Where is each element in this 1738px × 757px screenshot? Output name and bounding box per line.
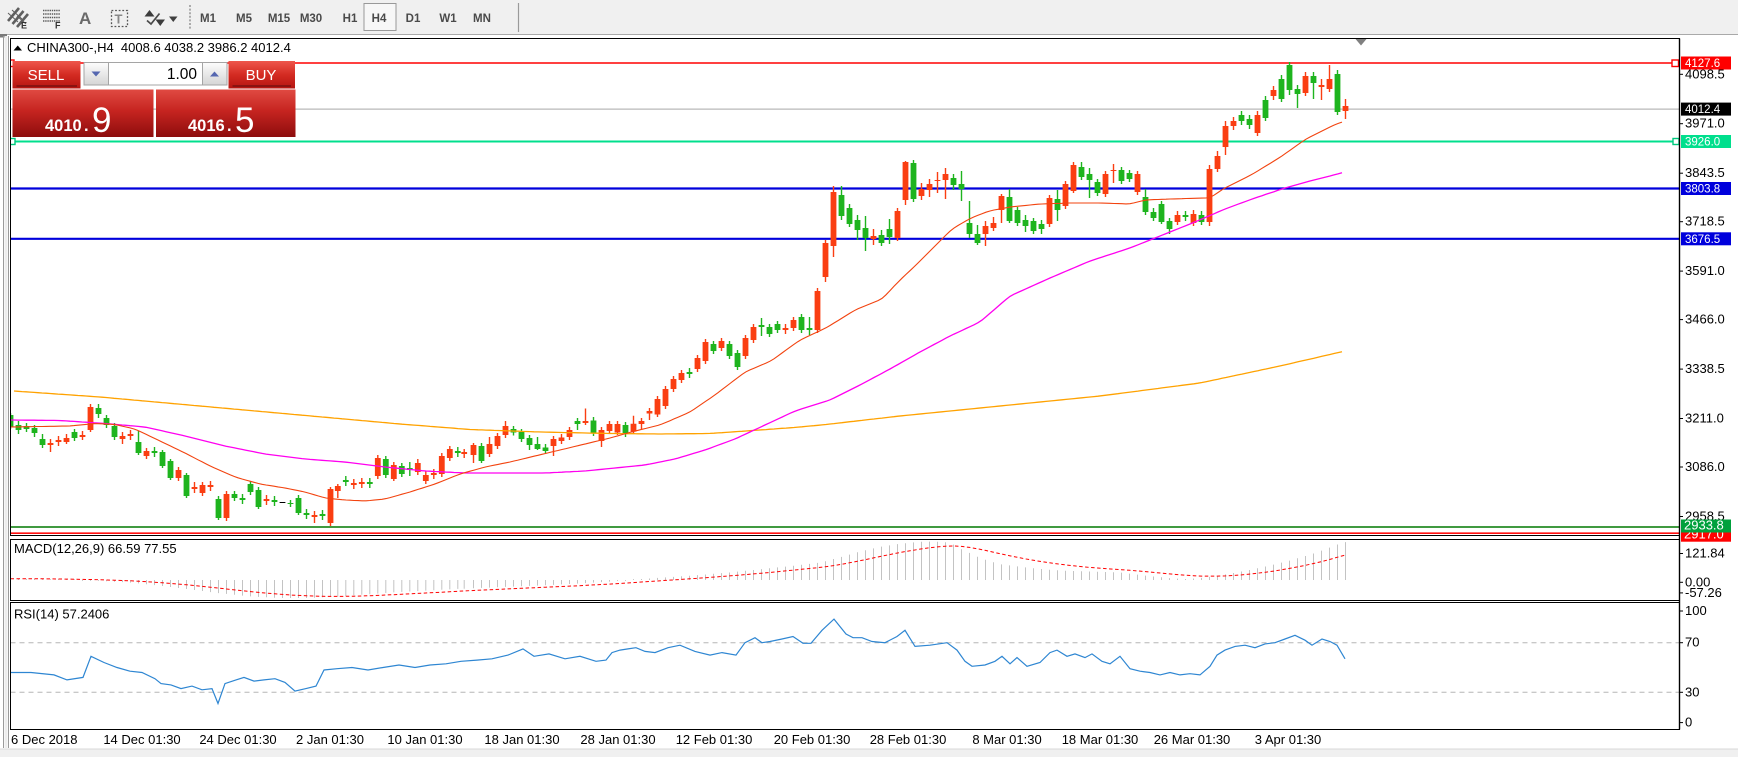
svg-text:100: 100 [1685,603,1707,618]
svg-text:3843.5: 3843.5 [1685,165,1725,180]
svg-text:1.00: 1.00 [167,66,198,83]
svg-text:18 Mar 01:30: 18 Mar 01:30 [1062,732,1139,747]
svg-text:MN: MN [473,13,491,25]
svg-text:26 Mar 01:30: 26 Mar 01:30 [1154,732,1231,747]
svg-text:9: 9 [92,101,111,140]
svg-text:A: A [79,9,91,28]
svg-text:.: . [84,117,89,135]
svg-text:5: 5 [235,101,254,140]
svg-text:3 Apr 01:30: 3 Apr 01:30 [1255,732,1322,747]
svg-text:3086.0: 3086.0 [1685,459,1725,474]
svg-text:18 Jan 01:30: 18 Jan 01:30 [484,732,559,747]
svg-text:E: E [21,21,27,31]
svg-text:3718.5: 3718.5 [1685,214,1725,229]
svg-text:3591.0: 3591.0 [1685,263,1725,278]
svg-text:4012.4: 4012.4 [1685,104,1721,116]
svg-text:0: 0 [1685,715,1692,730]
svg-text:24 Dec 01:30: 24 Dec 01:30 [199,732,276,747]
svg-text:30: 30 [1685,684,1699,699]
svg-text:W1: W1 [439,13,457,25]
svg-text:3803.8: 3803.8 [1685,184,1720,196]
svg-text:.: . [227,117,232,135]
svg-text:M5: M5 [236,13,253,25]
svg-text:28 Feb 01:30: 28 Feb 01:30 [870,732,947,747]
svg-text:M15: M15 [268,13,291,25]
svg-text:10 Jan 01:30: 10 Jan 01:30 [387,732,462,747]
svg-text:CHINA300-,H4 4008.6 4038.2 39: CHINA300-,H4 4008.6 4038.2 3986.2 4012.4 [27,40,291,55]
svg-text:RSI(14) 57.2406: RSI(14) 57.2406 [14,607,109,622]
svg-text:12 Feb 01:30: 12 Feb 01:30 [676,732,753,747]
svg-text:8 Mar 01:30: 8 Mar 01:30 [972,732,1041,747]
svg-text:14 Dec 01:30: 14 Dec 01:30 [103,732,180,747]
svg-text:3211.0: 3211.0 [1685,411,1724,426]
svg-text:3338.5: 3338.5 [1685,361,1725,376]
svg-text:4010: 4010 [45,117,82,135]
svg-text:121.84: 121.84 [1685,546,1725,561]
svg-text:20 Feb 01:30: 20 Feb 01:30 [774,732,851,747]
svg-text:3971.0: 3971.0 [1685,116,1725,131]
svg-text:0.00: 0.00 [1685,574,1710,589]
svg-text:6 Dec 2018: 6 Dec 2018 [11,732,78,747]
svg-text:3926.0: 3926.0 [1685,137,1720,149]
svg-text:BUY: BUY [246,67,277,84]
svg-text:MACD(12,26,9) 66.59 77.55: MACD(12,26,9) 66.59 77.55 [14,541,177,556]
svg-text:3676.5: 3676.5 [1685,234,1720,246]
svg-text:4098.5: 4098.5 [1685,66,1725,81]
svg-text:T: T [115,12,123,27]
svg-text:M30: M30 [300,13,322,25]
svg-text:3466.0: 3466.0 [1685,312,1725,327]
svg-text:-57.26: -57.26 [1685,585,1722,600]
svg-text:70: 70 [1685,635,1699,650]
svg-text:2933.8: 2933.8 [1684,518,1724,533]
svg-text:M1: M1 [200,13,217,25]
svg-text:F: F [55,21,61,31]
svg-text:2 Jan 01:30: 2 Jan 01:30 [296,732,364,747]
svg-text:SELL: SELL [28,67,65,84]
svg-text:D1: D1 [406,13,421,25]
svg-text:4016: 4016 [188,117,225,135]
svg-text:28 Jan 01:30: 28 Jan 01:30 [580,732,655,747]
svg-text:4127.6: 4127.6 [1685,58,1720,70]
svg-text:H1: H1 [343,13,358,25]
svg-text:H4: H4 [372,13,387,25]
